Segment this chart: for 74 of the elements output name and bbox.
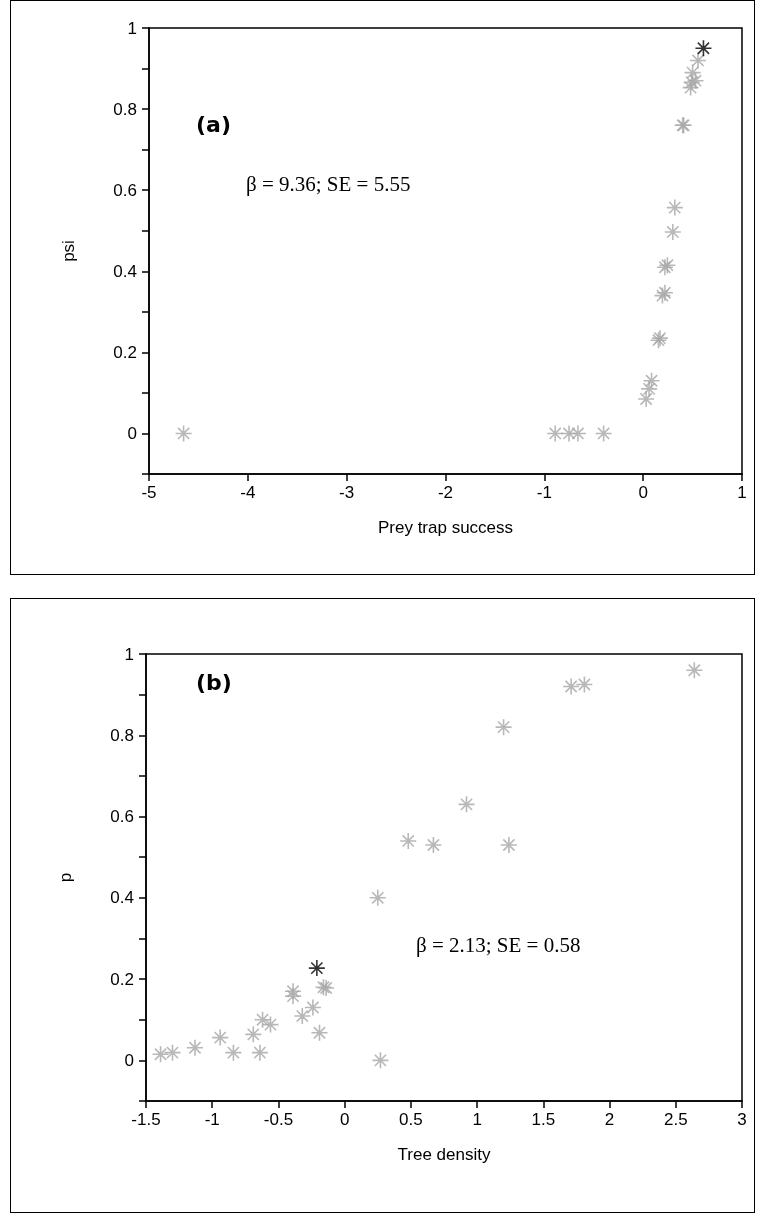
x-tick-label: -4 xyxy=(240,483,256,502)
point xyxy=(368,889,387,907)
x-axis-title: Tree density xyxy=(397,1145,491,1164)
x-tick-label: 2 xyxy=(604,1110,615,1129)
x-tick-label: 2.5 xyxy=(663,1110,688,1129)
y-axis-title: psi xyxy=(59,240,78,262)
point xyxy=(562,677,580,696)
point xyxy=(293,1007,312,1025)
y-tick-label: 0.2 xyxy=(113,342,137,362)
annotation: β = 2.13; SE = 0.58 xyxy=(416,932,581,957)
point xyxy=(457,795,476,814)
point xyxy=(304,998,322,1017)
point xyxy=(494,718,513,736)
y-tick-label: 1 xyxy=(127,18,137,38)
x-tick-label: 0 xyxy=(339,1110,350,1129)
y-tick-label: 0.6 xyxy=(110,807,134,827)
point xyxy=(640,380,658,398)
point xyxy=(253,1010,272,1029)
x-tick-label: 1 xyxy=(472,1110,482,1129)
x-tick-label: -5 xyxy=(141,483,157,502)
y-tick-label: 0.2 xyxy=(110,969,134,989)
x-tick-label: -3 xyxy=(339,483,355,502)
point xyxy=(569,424,587,443)
x-tick-label: 0.5 xyxy=(399,1110,423,1129)
point xyxy=(560,424,578,443)
point xyxy=(371,1051,390,1070)
point xyxy=(637,390,655,408)
point xyxy=(284,987,302,1005)
annotation: (b) xyxy=(196,669,232,695)
point xyxy=(681,78,700,97)
point xyxy=(682,73,701,92)
y-tick-label: 0 xyxy=(127,423,137,443)
point xyxy=(174,424,193,443)
x-tick-label: -2 xyxy=(437,483,454,502)
point xyxy=(308,959,326,977)
point xyxy=(575,675,594,694)
x-axis-title: Prey trap success xyxy=(377,518,514,537)
point xyxy=(151,1045,170,1064)
point xyxy=(186,1038,204,1057)
x-tick-label: 0 xyxy=(638,483,648,502)
x-tick-label: 1.5 xyxy=(531,1110,556,1129)
x-tick-label: 3 xyxy=(737,1110,747,1129)
point xyxy=(665,198,684,217)
point xyxy=(163,1043,182,1062)
point xyxy=(261,1015,280,1034)
x-tick-label: -1.5 xyxy=(131,1110,161,1129)
y-axis-title: p xyxy=(56,872,75,883)
point xyxy=(500,836,518,854)
y-tick-label: 0.4 xyxy=(113,261,137,281)
y-tick-label: 0.4 xyxy=(110,888,134,908)
point xyxy=(642,371,661,390)
x-tick-label: -1 xyxy=(204,1110,220,1129)
point xyxy=(694,39,713,58)
point xyxy=(424,836,443,854)
y-tick-label: 0.8 xyxy=(113,99,137,119)
y-tick-label: 0.8 xyxy=(110,725,134,745)
annotation: β = 9.36; SE = 5.55 xyxy=(246,171,411,196)
point xyxy=(251,1043,269,1062)
point xyxy=(664,223,682,241)
x-tick-label: 1 xyxy=(737,483,747,502)
x-tick-label: -0.5 xyxy=(263,1110,294,1129)
point xyxy=(686,71,705,90)
x-tick-label: -1 xyxy=(536,483,552,502)
point xyxy=(594,424,613,443)
point xyxy=(310,1023,329,1042)
point xyxy=(685,661,704,680)
y-tick-label: 0.6 xyxy=(113,180,137,200)
point xyxy=(211,1028,229,1047)
point xyxy=(244,1025,263,1044)
point xyxy=(224,1043,243,1062)
annotation: (a) xyxy=(196,111,231,137)
point xyxy=(399,832,418,850)
y-tick-label: 1 xyxy=(124,644,134,664)
y-tick-label: 0 xyxy=(124,1050,134,1070)
